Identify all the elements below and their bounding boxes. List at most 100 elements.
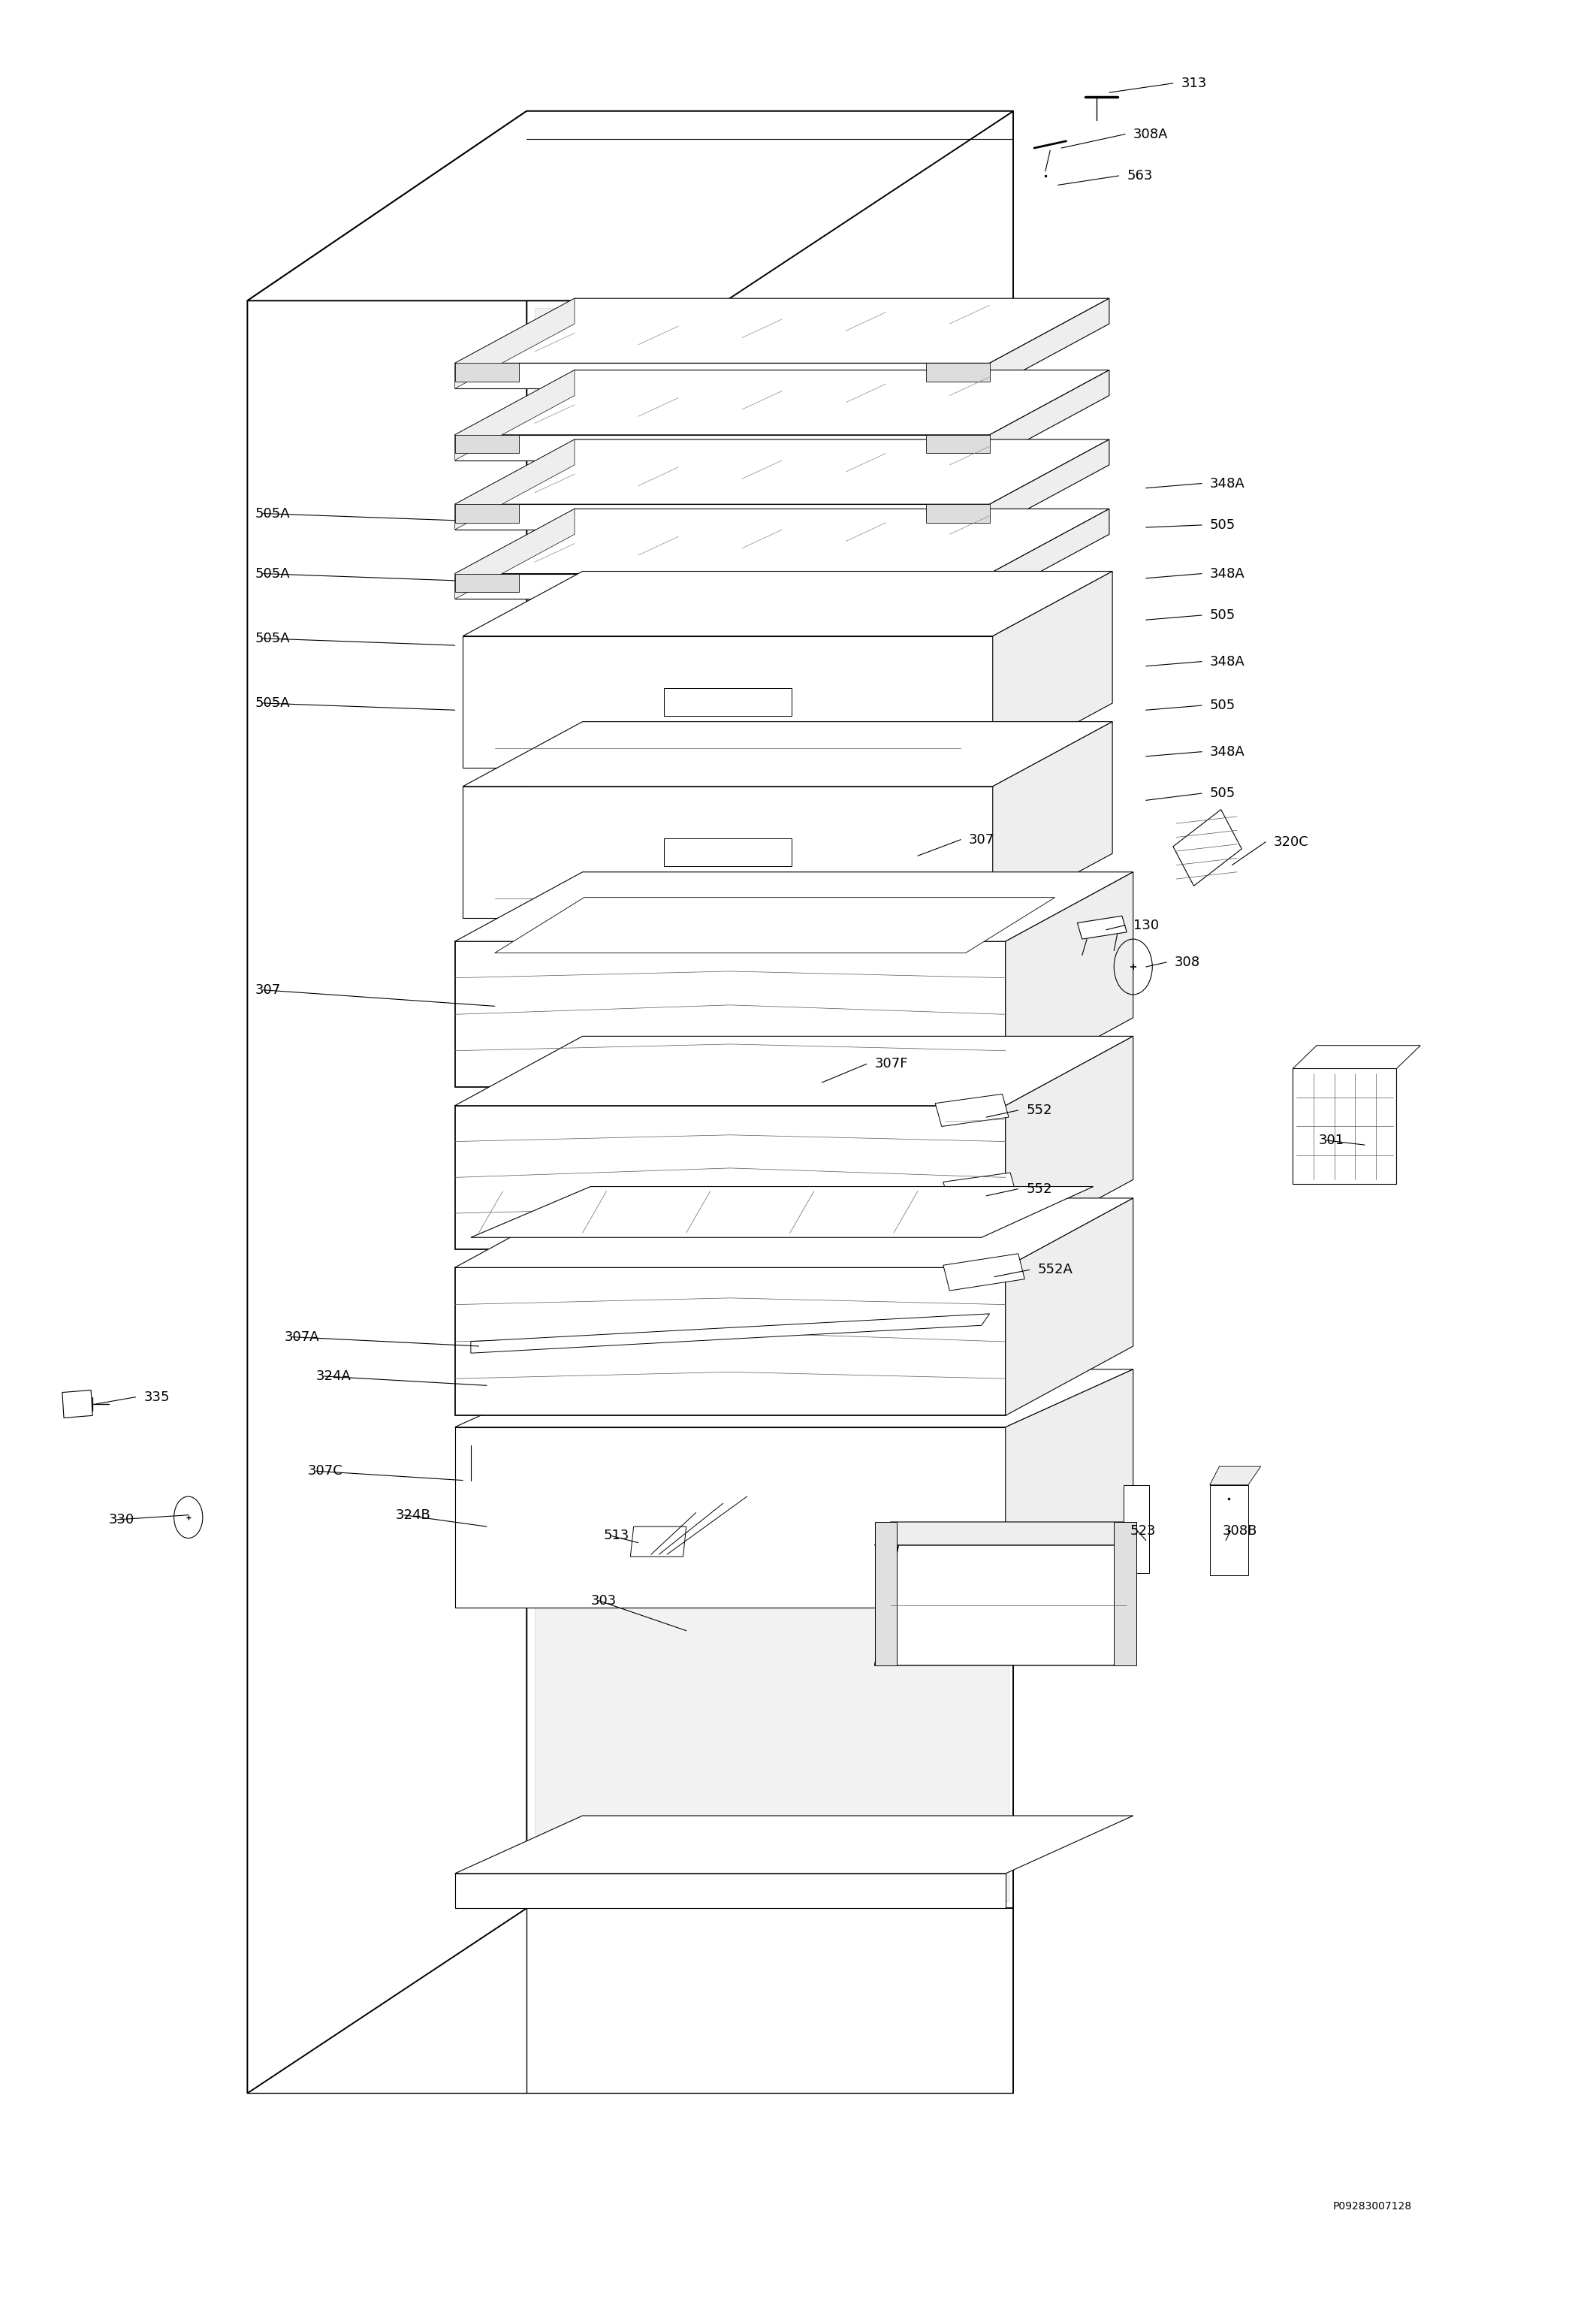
Polygon shape [455,574,990,599]
Text: 307: 307 [969,833,994,847]
Polygon shape [1210,1466,1261,1485]
Text: 307F: 307F [875,1057,908,1071]
Polygon shape [875,1545,1138,1665]
Polygon shape [990,370,1109,460]
Text: 320C: 320C [1274,835,1309,849]
Polygon shape [1173,810,1242,886]
Polygon shape [471,1187,1093,1237]
Polygon shape [455,1106,1005,1249]
Text: 348A: 348A [1210,745,1245,759]
Polygon shape [62,1390,93,1418]
Polygon shape [455,363,519,382]
Polygon shape [993,722,1112,918]
Polygon shape [463,722,1112,786]
Polygon shape [926,574,990,592]
Text: 552A: 552A [1037,1263,1073,1277]
Text: 130: 130 [1133,918,1159,932]
Polygon shape [990,439,1109,530]
Polygon shape [935,1094,1009,1126]
Text: 505: 505 [1210,608,1235,622]
Polygon shape [943,1254,1025,1291]
Text: 513: 513 [603,1529,629,1543]
Polygon shape [455,1268,1005,1416]
Polygon shape [247,111,527,2093]
Polygon shape [993,571,1112,768]
Text: 308A: 308A [1133,127,1168,141]
Text: 505A: 505A [255,567,290,581]
Polygon shape [471,1314,990,1353]
Text: 505A: 505A [255,696,290,710]
Polygon shape [926,504,990,523]
Text: 563: 563 [1127,169,1152,183]
Polygon shape [1077,916,1127,939]
Text: 303: 303 [591,1594,616,1608]
Polygon shape [495,897,1055,953]
Polygon shape [455,509,1109,574]
Polygon shape [455,439,1109,504]
Text: 505: 505 [1210,699,1235,712]
Text: 308B: 308B [1223,1524,1258,1538]
Text: 330: 330 [109,1513,134,1527]
Text: 324A: 324A [316,1369,351,1383]
Polygon shape [455,439,575,530]
Text: 307A: 307A [284,1330,319,1344]
Polygon shape [455,1369,1133,1427]
Text: 552: 552 [1026,1182,1052,1196]
Text: 348A: 348A [1210,655,1245,668]
Polygon shape [875,1522,1133,1545]
Polygon shape [455,504,519,523]
Text: 348A: 348A [1210,476,1245,490]
Polygon shape [664,689,792,717]
Polygon shape [926,363,990,382]
Polygon shape [455,1874,1005,1908]
Polygon shape [1005,872,1133,1087]
Text: 552: 552 [1026,1103,1052,1117]
Polygon shape [455,509,575,599]
Polygon shape [247,111,1013,301]
Text: 313: 313 [1181,76,1207,90]
Polygon shape [1005,1369,1133,1608]
Polygon shape [1210,1485,1248,1575]
Text: 324B: 324B [396,1508,431,1522]
Polygon shape [455,435,519,453]
Text: 523: 523 [1130,1524,1156,1538]
Text: 348A: 348A [1210,567,1245,581]
Text: 335: 335 [144,1390,169,1404]
Polygon shape [1114,1522,1136,1665]
Polygon shape [943,1173,1017,1205]
Polygon shape [455,872,1133,941]
Polygon shape [1005,1198,1133,1416]
Polygon shape [455,363,990,389]
Polygon shape [463,571,1112,636]
Polygon shape [455,941,1005,1087]
Polygon shape [1124,1485,1149,1573]
Polygon shape [926,435,990,453]
Polygon shape [535,308,1009,1901]
Polygon shape [455,298,575,389]
Polygon shape [664,840,792,867]
Polygon shape [455,1816,1133,1874]
Polygon shape [455,370,575,460]
Text: P09283007128: P09283007128 [1333,2202,1411,2211]
Polygon shape [455,1198,1133,1268]
Text: 505A: 505A [255,507,290,520]
Polygon shape [455,1427,1005,1608]
Text: 307: 307 [255,983,281,997]
Polygon shape [463,636,993,768]
Polygon shape [463,786,993,918]
Polygon shape [875,1522,897,1665]
Polygon shape [1293,1069,1396,1184]
Text: 301: 301 [1318,1133,1344,1147]
Polygon shape [990,298,1109,389]
Text: 505A: 505A [255,631,290,645]
Polygon shape [455,370,1109,435]
Polygon shape [455,435,990,460]
Text: 307C: 307C [308,1464,343,1478]
Polygon shape [1005,1036,1133,1249]
Polygon shape [455,504,990,530]
Text: 505: 505 [1210,786,1235,800]
Polygon shape [455,298,1109,363]
Text: 308: 308 [1175,955,1200,969]
Text: 505: 505 [1210,518,1235,532]
Polygon shape [1293,1045,1420,1069]
